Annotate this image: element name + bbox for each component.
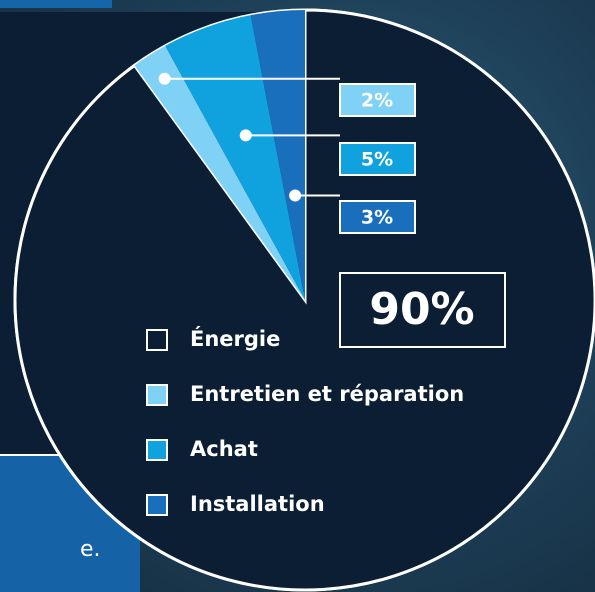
leader-dot <box>239 129 252 142</box>
value-label: 2% <box>361 90 393 112</box>
value-box <box>339 272 506 348</box>
legend-swatch <box>146 494 168 516</box>
legend-label: Énergie <box>190 326 280 351</box>
legend-label: Entretien et réparation <box>190 382 464 406</box>
value-box <box>339 200 416 234</box>
pie-slice <box>165 15 305 301</box>
footnote: e. <box>80 537 101 562</box>
value-box <box>339 142 416 176</box>
value-label: 3% <box>361 207 393 229</box>
legend-swatch <box>146 329 168 351</box>
legend-label: Installation <box>190 492 325 516</box>
leader-dot <box>289 189 302 202</box>
pie-slice <box>134 45 305 300</box>
value-box <box>339 83 416 117</box>
value-label: 5% <box>361 149 393 171</box>
value-label: 90% <box>369 284 474 335</box>
legend-label: Achat <box>190 437 258 461</box>
legend-swatch <box>146 384 168 406</box>
leader-dot <box>158 72 171 85</box>
pie-slice <box>250 10 305 300</box>
top-bar <box>0 0 112 8</box>
legend-swatch <box>146 439 168 461</box>
